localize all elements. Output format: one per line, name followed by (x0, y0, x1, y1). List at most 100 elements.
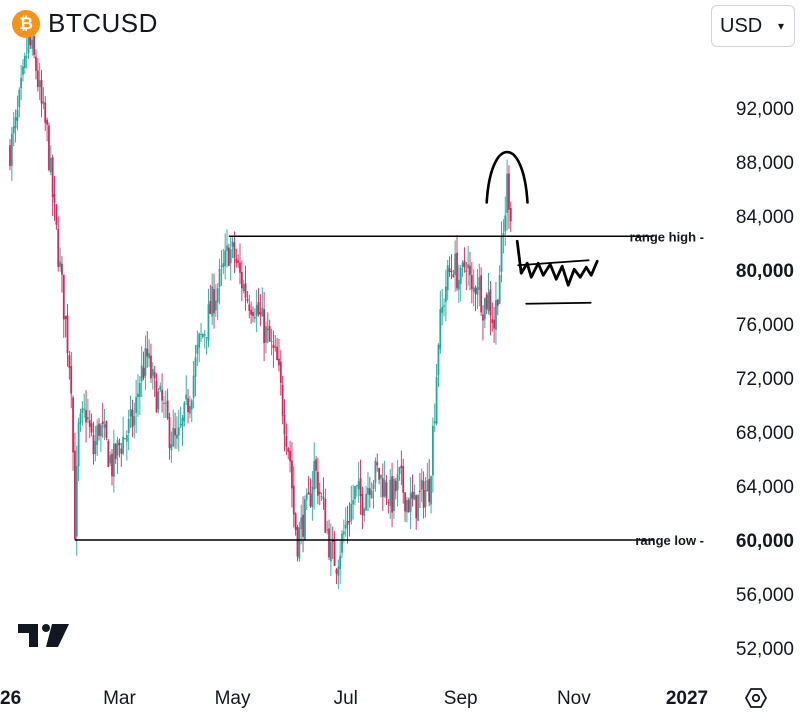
candle (18, 87, 21, 118)
candle-series (9, 23, 512, 590)
candle (383, 460, 386, 498)
candle (253, 308, 256, 323)
candle (387, 499, 390, 514)
currency-select[interactable]: USD ▾ (711, 5, 795, 47)
candle (101, 402, 104, 438)
candle (131, 399, 134, 438)
candle (74, 432, 76, 541)
candle (168, 412, 171, 460)
candle (226, 229, 228, 268)
y-tick-label: 88,000 (736, 153, 794, 174)
candle (276, 337, 278, 361)
candle (220, 250, 223, 286)
candle (266, 312, 269, 344)
symbol-name[interactable]: BTCUSD (48, 8, 158, 38)
candle (411, 474, 414, 507)
candle (107, 439, 110, 468)
candle (487, 272, 490, 315)
x-tick-label: Nov (557, 688, 591, 709)
candle (118, 438, 121, 458)
range-low-label: range low - (635, 533, 704, 548)
y-tick-label: 76,000 (736, 315, 794, 336)
candle (75, 445, 78, 556)
candle (109, 451, 112, 467)
candle (341, 530, 343, 559)
candle (300, 504, 303, 545)
candle (296, 524, 299, 562)
candle (57, 216, 60, 272)
candle (155, 373, 158, 413)
candle (138, 376, 141, 415)
candle (365, 486, 368, 511)
candle (409, 477, 412, 530)
candle (309, 478, 312, 509)
candle (433, 403, 436, 433)
candle (125, 430, 128, 461)
candle (289, 440, 291, 473)
bitcoin-icon: ₿ (12, 9, 40, 38)
candle (372, 479, 375, 509)
candle (72, 395, 74, 471)
candle (151, 362, 154, 390)
candle (461, 260, 464, 277)
top-arc-drawing[interactable] (485, 151, 529, 204)
candle (437, 343, 440, 387)
candle (329, 523, 332, 576)
candle (170, 431, 173, 463)
candle (419, 472, 421, 509)
candle (339, 541, 342, 585)
candle (49, 145, 52, 176)
candle (470, 262, 473, 304)
candle (426, 462, 429, 492)
candle (450, 254, 453, 280)
chart-header: ₿ BTCUSD (12, 8, 158, 39)
candle (281, 375, 284, 425)
candle (278, 338, 280, 372)
consolidation-drawing[interactable] (515, 239, 599, 305)
candle (504, 196, 507, 246)
candle (406, 496, 408, 523)
candle (355, 484, 358, 497)
candle (209, 284, 212, 315)
candle (40, 69, 43, 118)
candle (428, 459, 431, 507)
candle (270, 328, 273, 356)
candle (480, 267, 483, 316)
candle (12, 112, 15, 147)
candle (367, 471, 369, 512)
candle (55, 204, 58, 230)
candle (222, 248, 225, 274)
candle (311, 471, 314, 521)
candle (348, 502, 351, 537)
candle (46, 117, 48, 142)
candle (361, 486, 364, 530)
candle (129, 395, 132, 429)
candle (430, 475, 432, 514)
candle (198, 332, 201, 363)
candle (81, 401, 84, 426)
candle (87, 398, 89, 424)
candle (203, 330, 206, 349)
candle (62, 274, 65, 338)
settings-hexagon-icon[interactable] (744, 686, 768, 710)
candle (183, 400, 186, 427)
currency-value: USD (720, 14, 763, 37)
candle (302, 496, 304, 553)
candle (274, 335, 277, 352)
tradingview-logo[interactable] (18, 622, 70, 648)
candle (257, 288, 260, 317)
candle (385, 474, 388, 505)
candle (194, 345, 197, 397)
candle (94, 425, 97, 462)
candle (483, 297, 486, 329)
candle (441, 288, 444, 326)
range-high-line[interactable]: range high - (228, 229, 704, 244)
candle (326, 520, 329, 535)
candle (127, 410, 130, 451)
candle (59, 247, 61, 272)
candle (316, 457, 319, 505)
range-low-line[interactable]: range low - (74, 533, 704, 548)
candle (248, 294, 251, 319)
candle (394, 477, 397, 500)
